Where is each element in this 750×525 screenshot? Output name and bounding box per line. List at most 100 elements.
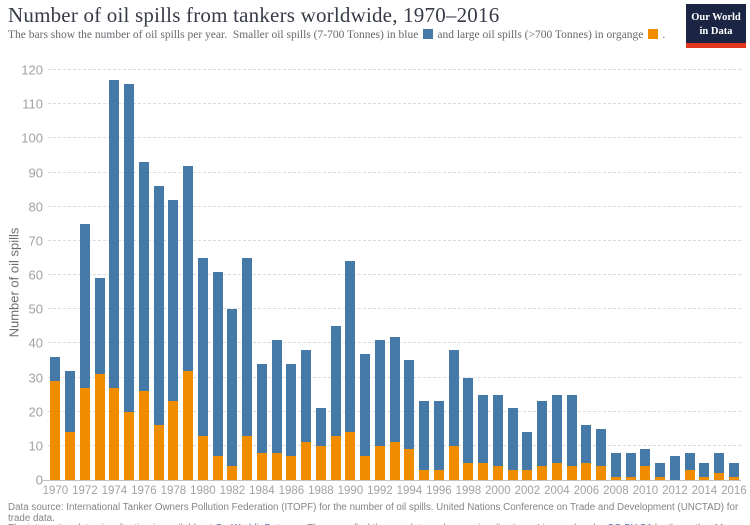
- bar-1986[interactable]: [286, 70, 297, 480]
- bar-1983[interactable]: [242, 70, 253, 480]
- bar-2002[interactable]: [522, 70, 533, 480]
- bar-1970-smaller-spills[interactable]: [50, 357, 61, 381]
- bar-2008-smaller-spills[interactable]: [610, 452, 621, 477]
- bar-2012-smaller-spills[interactable]: [669, 456, 680, 480]
- bar-1982-smaller-spills[interactable]: [227, 309, 238, 467]
- bar-1985[interactable]: [271, 70, 282, 480]
- bar-2006-smaller-spills[interactable]: [581, 425, 592, 463]
- bar-2014-smaller-spills[interactable]: [699, 462, 710, 477]
- bar-1988-large-spills[interactable]: [315, 445, 326, 480]
- bar-1976-large-spills[interactable]: [138, 391, 149, 480]
- bar-2013-smaller-spills[interactable]: [684, 452, 695, 470]
- bar-1971-smaller-spills[interactable]: [65, 370, 76, 433]
- bar-1982[interactable]: [227, 70, 238, 480]
- bar-2005-smaller-spills[interactable]: [566, 394, 577, 467]
- bar-1975-large-spills[interactable]: [124, 411, 135, 480]
- bar-2001-smaller-spills[interactable]: [507, 408, 518, 470]
- bar-2006[interactable]: [581, 70, 592, 480]
- bar-1996[interactable]: [433, 70, 444, 480]
- bar-2007-smaller-spills[interactable]: [596, 428, 607, 467]
- bar-1978[interactable]: [168, 70, 179, 480]
- bar-1980[interactable]: [197, 70, 208, 480]
- bar-1998-large-spills[interactable]: [463, 462, 474, 480]
- bar-1984[interactable]: [256, 70, 267, 480]
- bar-2009[interactable]: [625, 70, 636, 480]
- bar-1985-large-spills[interactable]: [271, 452, 282, 480]
- bar-2007[interactable]: [596, 70, 607, 480]
- bar-2010-smaller-spills[interactable]: [640, 449, 651, 467]
- bar-1997-large-spills[interactable]: [448, 445, 459, 480]
- bar-1986-large-spills[interactable]: [286, 456, 297, 480]
- bar-1979-smaller-spills[interactable]: [183, 165, 194, 371]
- bar-1987-smaller-spills[interactable]: [301, 350, 312, 443]
- bar-1995-large-spills[interactable]: [419, 469, 430, 480]
- bar-1985-smaller-spills[interactable]: [271, 339, 282, 453]
- bar-1999-smaller-spills[interactable]: [478, 394, 489, 463]
- bar-1998-smaller-spills[interactable]: [463, 377, 474, 463]
- bar-1973[interactable]: [94, 70, 105, 480]
- bar-1991-smaller-spills[interactable]: [360, 353, 371, 457]
- bar-2013[interactable]: [684, 70, 695, 480]
- bar-1992-smaller-spills[interactable]: [374, 339, 385, 446]
- bar-1999-large-spills[interactable]: [478, 462, 489, 480]
- bar-1996-smaller-spills[interactable]: [433, 401, 444, 470]
- bar-1993[interactable]: [389, 70, 400, 480]
- bar-1980-large-spills[interactable]: [197, 435, 208, 480]
- bar-1974-smaller-spills[interactable]: [109, 80, 120, 388]
- bar-1982-large-spills[interactable]: [227, 466, 238, 480]
- bar-2011-large-spills[interactable]: [655, 476, 666, 480]
- bar-1979[interactable]: [183, 70, 194, 480]
- bar-1991-large-spills[interactable]: [360, 456, 371, 480]
- bar-1978-smaller-spills[interactable]: [168, 199, 179, 402]
- bar-1996-large-spills[interactable]: [433, 469, 444, 480]
- bar-2000-smaller-spills[interactable]: [492, 394, 503, 467]
- bar-2005-large-spills[interactable]: [566, 466, 577, 480]
- bar-1994-large-spills[interactable]: [404, 449, 415, 480]
- bar-1992-large-spills[interactable]: [374, 445, 385, 480]
- bar-1977-smaller-spills[interactable]: [153, 186, 164, 426]
- bar-1999[interactable]: [478, 70, 489, 480]
- bar-1990-smaller-spills[interactable]: [345, 261, 356, 433]
- bar-2000[interactable]: [492, 70, 503, 480]
- bar-2015[interactable]: [714, 70, 725, 480]
- bar-1983-smaller-spills[interactable]: [242, 257, 253, 436]
- bar-2011-smaller-spills[interactable]: [655, 462, 666, 477]
- bar-1970[interactable]: [50, 70, 61, 480]
- bar-1984-smaller-spills[interactable]: [256, 363, 267, 453]
- bar-1976-smaller-spills[interactable]: [138, 162, 149, 392]
- bar-2008[interactable]: [610, 70, 621, 480]
- bar-2016[interactable]: [728, 70, 739, 480]
- bar-1988-smaller-spills[interactable]: [315, 408, 326, 446]
- bar-1980-smaller-spills[interactable]: [197, 257, 208, 436]
- bar-1990[interactable]: [345, 70, 356, 480]
- bar-1972[interactable]: [79, 70, 90, 480]
- bar-2010[interactable]: [640, 70, 651, 480]
- bar-1984-large-spills[interactable]: [256, 452, 267, 480]
- bar-2009-large-spills[interactable]: [625, 476, 636, 480]
- bar-1989-smaller-spills[interactable]: [330, 326, 341, 436]
- bar-2008-large-spills[interactable]: [610, 476, 621, 480]
- bar-1995-smaller-spills[interactable]: [419, 401, 430, 470]
- bar-1981[interactable]: [212, 70, 223, 480]
- bar-2010-large-spills[interactable]: [640, 466, 651, 480]
- bar-1972-smaller-spills[interactable]: [79, 223, 90, 388]
- bar-1993-large-spills[interactable]: [389, 442, 400, 480]
- bar-1971[interactable]: [65, 70, 76, 480]
- bar-2007-large-spills[interactable]: [596, 466, 607, 480]
- bar-1992[interactable]: [374, 70, 385, 480]
- bar-2001-large-spills[interactable]: [507, 469, 518, 480]
- bar-1991[interactable]: [360, 70, 371, 480]
- bar-1997[interactable]: [448, 70, 459, 480]
- bar-2015-large-spills[interactable]: [714, 473, 725, 480]
- bar-2000-large-spills[interactable]: [492, 466, 503, 480]
- bar-2016-large-spills[interactable]: [728, 476, 739, 480]
- bar-2016-smaller-spills[interactable]: [728, 462, 739, 477]
- bar-1994[interactable]: [404, 70, 415, 480]
- bar-2005[interactable]: [566, 70, 577, 480]
- bar-1973-smaller-spills[interactable]: [94, 278, 105, 375]
- bar-2012[interactable]: [669, 70, 680, 480]
- bar-2014[interactable]: [699, 70, 710, 480]
- bar-2004-smaller-spills[interactable]: [551, 394, 562, 463]
- bar-2013-large-spills[interactable]: [684, 469, 695, 480]
- bar-1998[interactable]: [463, 70, 474, 480]
